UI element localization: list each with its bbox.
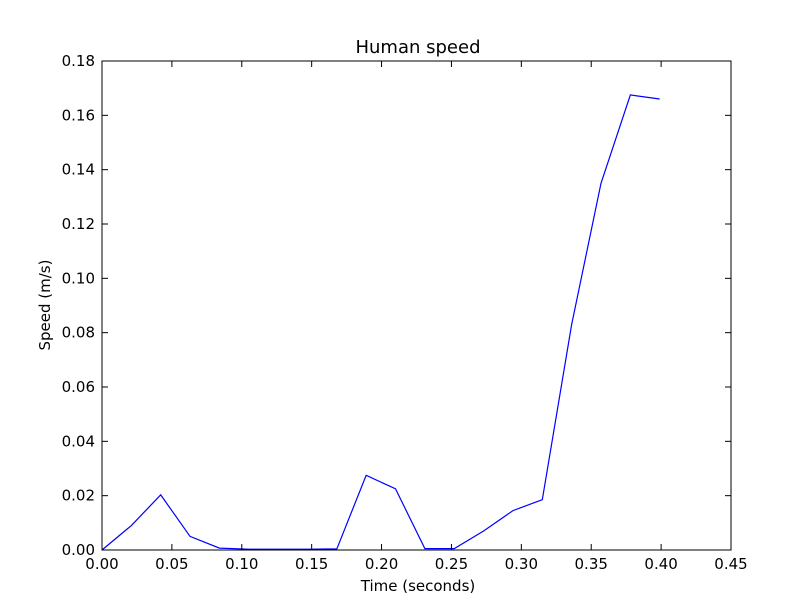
y-tick-label: 0.18: [62, 52, 95, 70]
y-tick-label: 0.14: [62, 161, 95, 179]
x-tick-label: 0.10: [225, 555, 258, 573]
x-tick-label: 0.45: [714, 555, 747, 573]
y-axis: 0.00 0.02 0.04 0.06 0.08 0.10 0.12 0.14 0.16 0.18: [62, 52, 731, 559]
x-tick-label: 0.20: [365, 555, 398, 573]
x-tick-label: 0.25: [435, 555, 468, 573]
y-tick-label: 0.00: [62, 541, 95, 559]
y-tick-label: 0.08: [62, 324, 95, 342]
x-tick-label: 0.00: [85, 555, 118, 573]
x-tick-label: 0.40: [644, 555, 677, 573]
y-tick-label: 0.04: [62, 432, 95, 450]
x-tick-label: 0.35: [575, 555, 608, 573]
x-tick-label: 0.05: [155, 555, 188, 573]
y-tick-label: 0.06: [62, 378, 95, 396]
y-tick-label: 0.02: [62, 487, 95, 505]
x-tick-label: 0.15: [295, 555, 328, 573]
y-tick-label: 0.16: [62, 106, 95, 124]
x-axis: 0.00 0.05 0.10 0.15 0.20 0.25 0.30 0.35 0.40 0.45: [85, 61, 748, 573]
x-axis-label: Time (seconds): [360, 577, 476, 595]
plot-area: [101, 94, 660, 551]
chart-title: Human speed: [355, 37, 480, 58]
y-tick-label: 0.10: [62, 269, 95, 287]
series-line-0: [101, 94, 660, 551]
x-tick-label: 0.30: [505, 555, 538, 573]
y-tick-label: 0.12: [62, 215, 95, 233]
y-axis-label: Speed (m/s): [36, 260, 54, 351]
plot-frame: [101, 60, 732, 551]
